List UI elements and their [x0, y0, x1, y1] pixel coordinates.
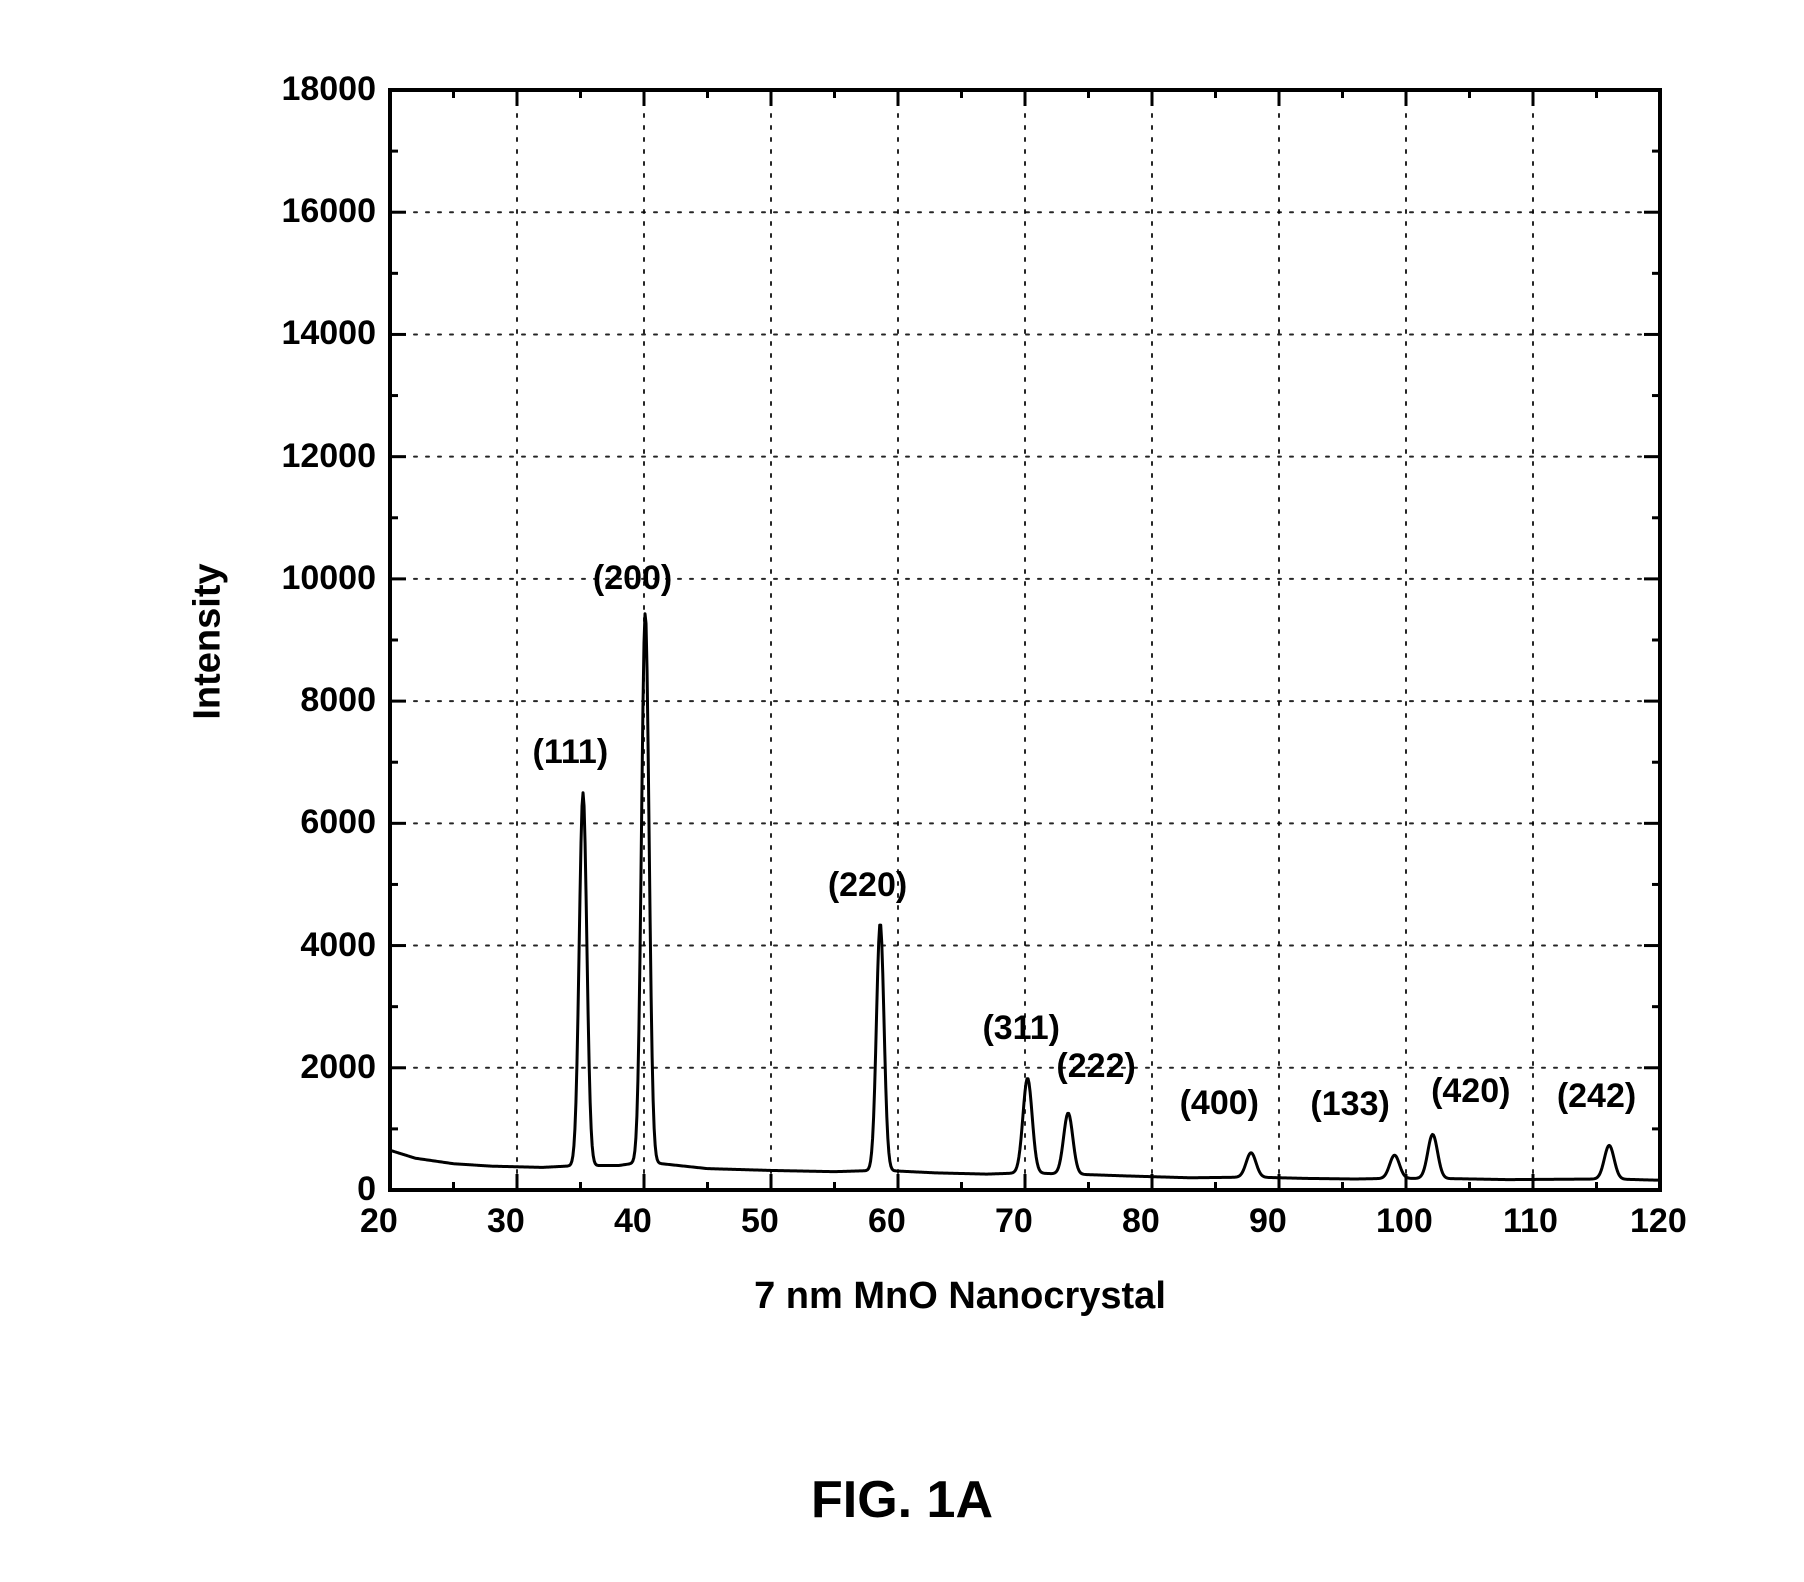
y-axis-label: Intensity [187, 563, 230, 719]
y-tick-label: 16000 [281, 192, 376, 231]
y-tick-label: 8000 [300, 681, 376, 720]
peak-label: (200) [578, 559, 688, 598]
figure-caption-text: FIG. 1A [811, 1471, 993, 1529]
peak-label: (111) [515, 733, 625, 772]
y-tick-label: 4000 [300, 926, 376, 965]
x-tick-label: 70 [995, 1202, 1033, 1241]
x-tick-label: 90 [1249, 1202, 1287, 1241]
x-tick-label: 50 [741, 1202, 779, 1241]
peak-label: (420) [1416, 1072, 1526, 1111]
y-tick-label: 6000 [300, 803, 376, 842]
x-tick-label: 40 [614, 1202, 652, 1241]
peak-label: (133) [1295, 1085, 1405, 1124]
figure-container: Intensity 7 nm MnO Nanocrystal 203040506… [0, 0, 1804, 1582]
x-axis-label: 7 nm MnO Nanocrystal [600, 1275, 1320, 1318]
y-axis-label-text: Intensity [187, 563, 229, 719]
y-tick-label: 18000 [281, 70, 376, 109]
x-tick-label: 120 [1630, 1202, 1687, 1241]
y-tick-label: 10000 [281, 559, 376, 598]
peak-label: (311) [966, 1009, 1076, 1048]
x-axis-label-text: 7 nm MnO Nanocrystal [754, 1275, 1166, 1317]
x-tick-label: 60 [868, 1202, 906, 1241]
peak-label: (222) [1041, 1047, 1151, 1086]
peak-label: (242) [1542, 1077, 1652, 1116]
y-tick-label: 2000 [300, 1048, 376, 1087]
peak-label: (400) [1164, 1084, 1274, 1123]
y-tick-label: 0 [357, 1170, 376, 1209]
x-tick-label: 30 [487, 1202, 525, 1241]
peak-label: (220) [813, 866, 923, 905]
figure-caption: FIG. 1A [0, 1470, 1804, 1530]
x-tick-label: 100 [1376, 1202, 1433, 1241]
y-tick-label: 14000 [281, 314, 376, 353]
x-tick-label: 80 [1122, 1202, 1160, 1241]
y-tick-label: 12000 [281, 437, 376, 476]
figure-area: Intensity 7 nm MnO Nanocrystal 203040506… [100, 60, 1700, 1340]
x-tick-label: 110 [1503, 1202, 1558, 1241]
